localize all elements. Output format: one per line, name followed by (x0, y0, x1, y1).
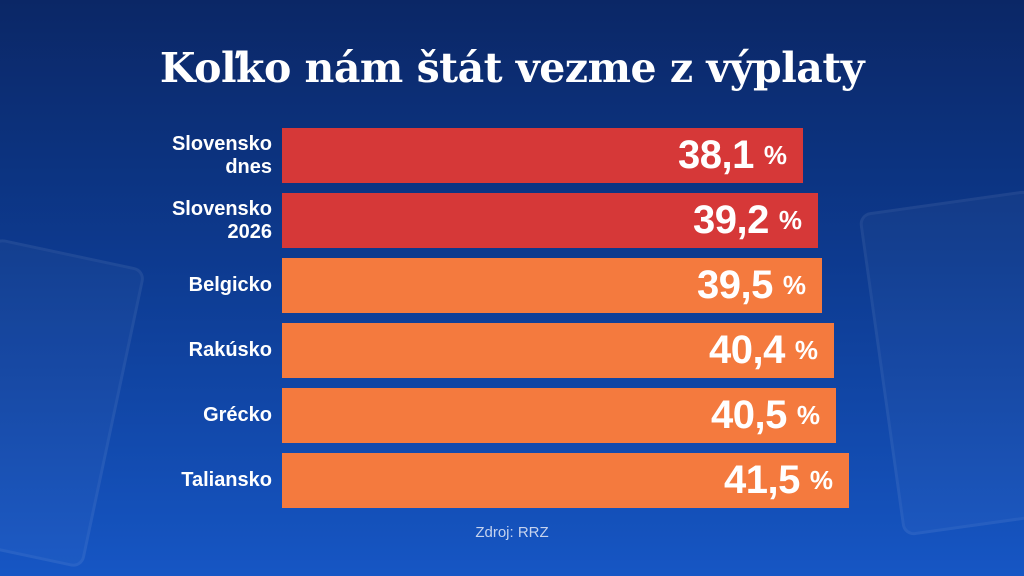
bar: 40,5% (282, 388, 836, 443)
category-label: Slovensko 2026 (171, 197, 272, 243)
bar-unit-label: % (809, 465, 833, 495)
bar-unit-label: % (778, 205, 802, 235)
category-label: Taliansko (181, 469, 272, 491)
bar-value-label: 39,5 (697, 263, 773, 307)
bar-value-label: 41,5 (724, 458, 800, 502)
bar: 38,1% (282, 128, 803, 183)
bar-value-label: 40,5 (711, 393, 787, 437)
bar: 41,5% (282, 453, 849, 508)
bar-unit-label: % (796, 400, 820, 430)
category-label: Rakúsko (188, 339, 272, 361)
category-label: Belgicko (188, 274, 272, 296)
bar: 40,4% (282, 323, 834, 378)
bar-value-label: 39,2 (693, 198, 769, 242)
bar: 39,2% (282, 193, 818, 248)
bar-value-label: 38,1 (678, 133, 754, 177)
bar-value-label: 40,4 (709, 328, 785, 372)
bar-unit-label: % (763, 140, 787, 170)
category-label: Slovensko dnes (171, 132, 272, 178)
source-note: Zdroj: RRZ (475, 524, 549, 541)
bar: 39,5% (282, 258, 822, 313)
bar-unit-label: % (782, 270, 806, 300)
category-label: Grécko (203, 404, 272, 426)
bar-unit-label: % (794, 335, 818, 365)
chart-title: Koľko nám štát vezme z výplaty (159, 44, 865, 92)
